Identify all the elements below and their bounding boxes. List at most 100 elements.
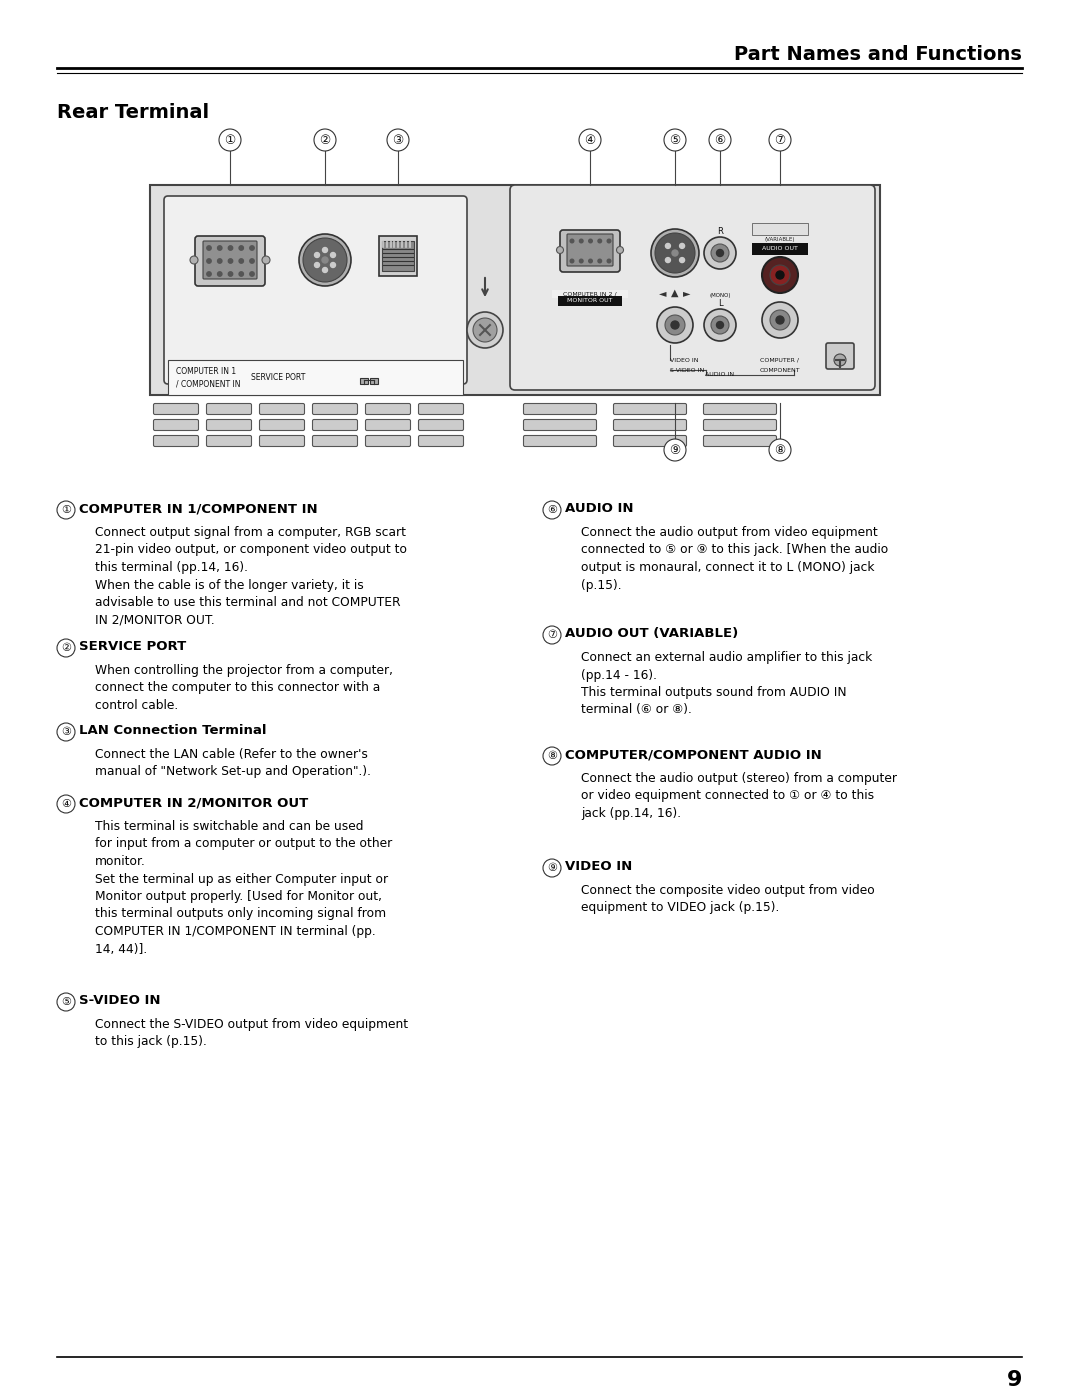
Circle shape — [617, 246, 623, 253]
FancyBboxPatch shape — [419, 436, 463, 447]
Text: ⑧: ⑧ — [774, 443, 785, 457]
FancyBboxPatch shape — [567, 235, 613, 265]
Text: SERVICE PORT: SERVICE PORT — [251, 373, 306, 383]
FancyBboxPatch shape — [206, 436, 252, 447]
Circle shape — [665, 243, 671, 249]
FancyBboxPatch shape — [382, 242, 414, 271]
Circle shape — [708, 129, 731, 151]
FancyBboxPatch shape — [195, 236, 265, 286]
Circle shape — [607, 239, 611, 243]
FancyBboxPatch shape — [558, 296, 622, 306]
Circle shape — [607, 260, 611, 263]
FancyBboxPatch shape — [703, 404, 777, 415]
Circle shape — [314, 253, 320, 257]
Circle shape — [770, 265, 789, 285]
Text: When controlling the projector from a computer,
connect the computer to this con: When controlling the projector from a co… — [95, 664, 393, 712]
Circle shape — [217, 246, 222, 250]
Circle shape — [704, 309, 735, 341]
Circle shape — [249, 258, 254, 263]
Circle shape — [711, 244, 729, 263]
Text: ②: ② — [320, 134, 330, 147]
Circle shape — [228, 258, 232, 263]
Text: ①: ① — [225, 134, 235, 147]
Circle shape — [262, 256, 270, 264]
Circle shape — [543, 747, 561, 766]
Text: S-VIDEO IN: S-VIDEO IN — [79, 995, 161, 1007]
Circle shape — [589, 260, 592, 263]
Circle shape — [665, 314, 685, 335]
Text: ⑧: ⑧ — [546, 752, 557, 761]
Text: ⑤: ⑤ — [670, 134, 680, 147]
FancyBboxPatch shape — [510, 184, 875, 390]
Circle shape — [330, 253, 336, 257]
Text: ③: ③ — [60, 726, 71, 738]
Circle shape — [589, 239, 592, 243]
Circle shape — [580, 239, 583, 243]
Circle shape — [249, 246, 254, 250]
FancyBboxPatch shape — [365, 419, 410, 430]
Circle shape — [672, 250, 678, 256]
FancyBboxPatch shape — [153, 436, 199, 447]
FancyBboxPatch shape — [826, 344, 854, 369]
Circle shape — [671, 321, 679, 330]
Circle shape — [217, 272, 222, 277]
FancyBboxPatch shape — [206, 404, 252, 415]
Circle shape — [206, 272, 212, 277]
Text: LAN Connection Terminal: LAN Connection Terminal — [79, 725, 267, 738]
Circle shape — [580, 260, 583, 263]
Text: ◄: ◄ — [659, 288, 666, 298]
Circle shape — [57, 638, 75, 657]
Text: 9: 9 — [1007, 1370, 1022, 1390]
FancyBboxPatch shape — [365, 436, 410, 447]
Circle shape — [679, 243, 685, 249]
FancyBboxPatch shape — [379, 236, 417, 277]
Text: / COMPONENT IN: / COMPONENT IN — [176, 380, 241, 388]
Circle shape — [387, 129, 409, 151]
FancyBboxPatch shape — [312, 404, 357, 415]
Circle shape — [716, 250, 724, 257]
Circle shape — [239, 258, 243, 263]
Circle shape — [323, 247, 327, 253]
Circle shape — [770, 310, 789, 330]
Text: ⑦: ⑦ — [774, 134, 785, 147]
Circle shape — [657, 307, 693, 344]
FancyBboxPatch shape — [752, 224, 808, 235]
Text: COMPUTER IN 1: COMPUTER IN 1 — [176, 367, 237, 377]
Text: COMPUTER IN 2/MONITOR OUT: COMPUTER IN 2/MONITOR OUT — [79, 796, 308, 809]
Circle shape — [654, 233, 696, 272]
FancyBboxPatch shape — [419, 404, 463, 415]
FancyBboxPatch shape — [164, 196, 467, 384]
Circle shape — [57, 502, 75, 520]
Circle shape — [679, 257, 685, 263]
Circle shape — [467, 312, 503, 348]
Text: VIDEO IN: VIDEO IN — [565, 861, 632, 873]
Text: ►: ► — [684, 288, 691, 298]
Circle shape — [762, 257, 798, 293]
Circle shape — [556, 246, 564, 253]
FancyBboxPatch shape — [613, 404, 687, 415]
Text: S-VIDEO IN: S-VIDEO IN — [670, 367, 704, 373]
Circle shape — [323, 267, 327, 272]
Circle shape — [665, 257, 671, 263]
Circle shape — [219, 129, 241, 151]
Text: ⑨: ⑨ — [670, 443, 680, 457]
Text: ②: ② — [60, 643, 71, 652]
FancyBboxPatch shape — [153, 404, 199, 415]
Circle shape — [57, 795, 75, 813]
FancyBboxPatch shape — [259, 436, 305, 447]
FancyBboxPatch shape — [613, 436, 687, 447]
Text: AUDIO OUT: AUDIO OUT — [762, 246, 798, 251]
Text: ⑥: ⑥ — [546, 504, 557, 515]
Circle shape — [704, 237, 735, 270]
FancyBboxPatch shape — [524, 404, 596, 415]
Circle shape — [473, 319, 497, 342]
Circle shape — [716, 321, 724, 328]
Circle shape — [206, 246, 212, 250]
FancyBboxPatch shape — [419, 419, 463, 430]
Text: MONITOR OUT: MONITOR OUT — [567, 299, 612, 303]
Circle shape — [239, 272, 243, 277]
Text: ③: ③ — [392, 134, 404, 147]
Text: AUDIO OUT (VARIABLE): AUDIO OUT (VARIABLE) — [565, 627, 739, 640]
Text: (VARIABLE): (VARIABLE) — [765, 236, 795, 242]
Text: COMPUTER/COMPONENT AUDIO IN: COMPUTER/COMPONENT AUDIO IN — [565, 749, 822, 761]
